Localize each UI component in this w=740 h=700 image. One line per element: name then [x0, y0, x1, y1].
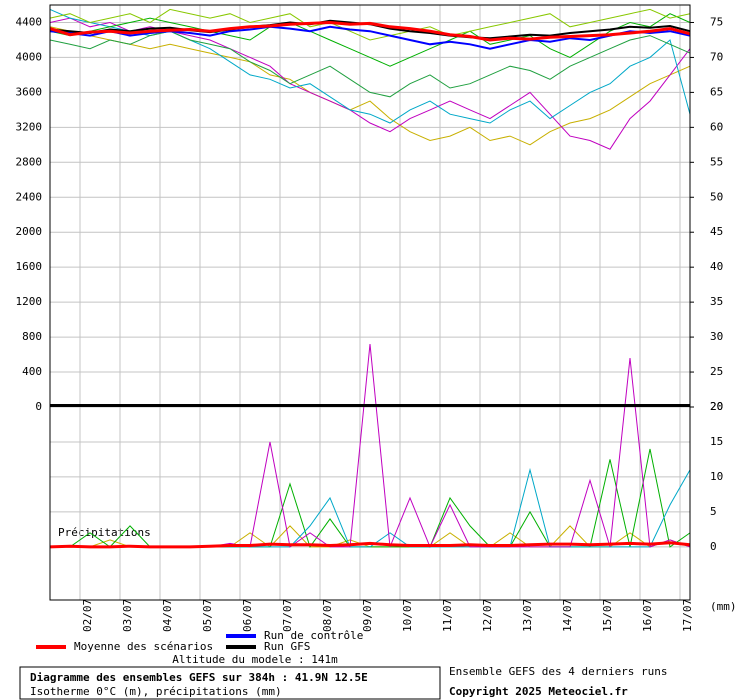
x-tick-label: 07/07 — [281, 599, 294, 632]
y2-tick-label: 75 — [710, 15, 723, 28]
x-tick-label: 15/07 — [601, 599, 614, 632]
series-line — [49, 541, 691, 549]
x-tick-label: 06/07 — [241, 599, 254, 632]
y2-tick-label: 55 — [710, 155, 723, 168]
y-tick-label: 2400 — [16, 190, 43, 203]
x-tick-label: 02/07 — [81, 599, 94, 632]
y2-tick-label: 45 — [710, 225, 723, 238]
title-box — [19, 666, 441, 700]
y-tick-label: 10 — [710, 470, 723, 483]
y-tick-label: 1200 — [16, 295, 43, 308]
y-tick-label: 0 — [710, 540, 717, 553]
y-tick-label: 4000 — [16, 50, 43, 63]
y-tick-label: 0 — [35, 400, 42, 413]
y-tick-label: 5 — [710, 505, 717, 518]
y-tick-label: 15 — [710, 435, 723, 448]
y2-tick-label: 65 — [710, 85, 723, 98]
x-tick-label: 10/07 — [401, 599, 414, 632]
x-tick-label: 08/07 — [321, 599, 334, 632]
chart-subtitle: Isotherme 0°C (m), précipitations (mm) — [30, 685, 282, 698]
y2-tick-label: 50 — [710, 190, 723, 203]
annotation: Copyright 2025 Meteociel.fr — [449, 685, 628, 698]
y2-tick-label: 20 — [710, 400, 723, 413]
y-tick-label: 3200 — [16, 120, 43, 133]
y2-tick-label: 30 — [710, 330, 723, 343]
y-tick-label: 1600 — [16, 260, 43, 273]
legend-label: Run GFS — [264, 640, 310, 653]
series-line — [49, 13, 691, 67]
x-tick-label: 17/07 — [681, 599, 694, 632]
plot-frame — [49, 4, 691, 601]
legend-label: Run de contrôle — [264, 629, 363, 642]
series-line — [49, 30, 691, 98]
annotation: Ensemble GEFS des 4 derniers runs — [449, 665, 668, 678]
x-tick-label: 05/07 — [201, 599, 214, 632]
y2-tick-label: 60 — [710, 120, 723, 133]
y2-tick-label: 40 — [710, 260, 723, 273]
x-tick-label: 13/07 — [521, 599, 534, 632]
x-tick-label: 14/07 — [561, 599, 574, 632]
x-tick-label: 04/07 — [161, 599, 174, 632]
y2-tick-label: 25 — [710, 365, 723, 378]
y-axis-label: (mm) — [710, 600, 737, 613]
y-tick-label: 20 — [710, 400, 723, 413]
chart-title: Diagramme des ensembles GEFS sur 384h : … — [30, 671, 368, 684]
y-tick-label: 2000 — [16, 225, 43, 238]
series-line — [49, 8, 691, 41]
x-tick-label: 12/07 — [481, 599, 494, 632]
panel-title: Précipitations — [58, 526, 151, 539]
y-tick-label: 800 — [22, 330, 42, 343]
series-line — [49, 26, 691, 146]
y2-tick-label: 70 — [710, 50, 723, 63]
x-tick-label: 09/07 — [361, 599, 374, 632]
annotation: Altitude du modele : 141m — [172, 653, 338, 666]
legend-label: Moyenne des scénarios — [74, 640, 213, 653]
y-tick-label: 3600 — [16, 85, 43, 98]
series-line — [49, 20, 691, 42]
y-tick-label: 400 — [22, 365, 42, 378]
x-tick-label: 11/07 — [441, 599, 454, 632]
x-tick-label: 16/07 — [641, 599, 654, 632]
y-tick-label: 4400 — [16, 15, 43, 28]
x-tick-label: 03/07 — [121, 599, 134, 632]
y-tick-label: 2800 — [16, 155, 43, 168]
y2-tick-label: 35 — [710, 295, 723, 308]
